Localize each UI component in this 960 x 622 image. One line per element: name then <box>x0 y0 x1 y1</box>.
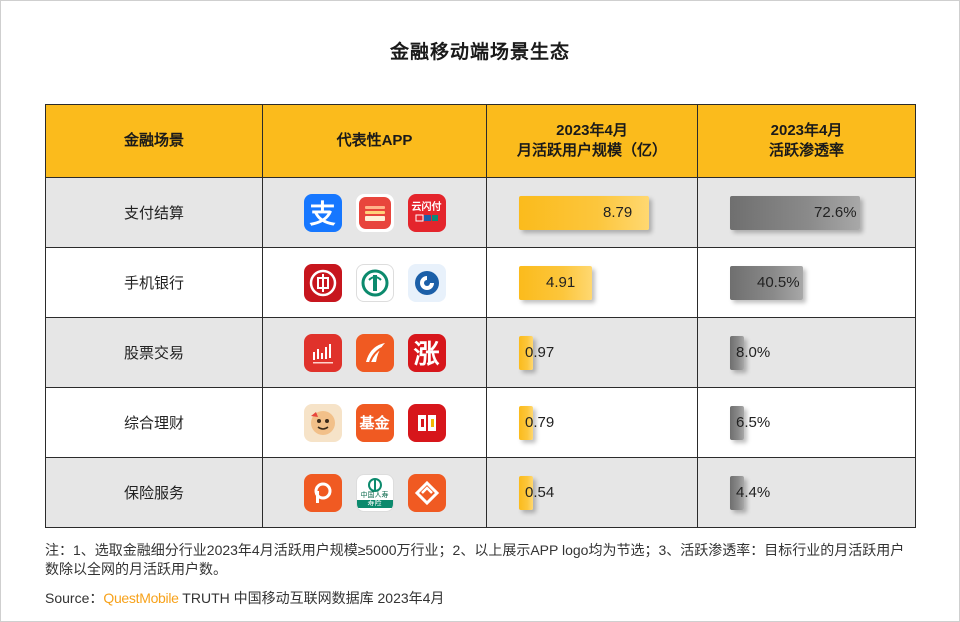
rate-bar-cell: 40.5% <box>697 247 916 318</box>
scene-table: 金融场景 代表性APP 2023年4月 月活跃用户规模（亿） 2023年4月 活… <box>45 104 916 528</box>
rate-value-label: 8.0% <box>736 344 771 361</box>
icbc-icon <box>303 263 342 302</box>
page-title: 金融移动端场景生态 <box>389 42 570 63</box>
china-life-name: 中国人寿 <box>360 491 389 499</box>
source-line: Source：QuestMobile TRUTH 中国移动互联网数据库 2023… <box>45 588 444 608</box>
table-row: 保险服务 中国人寿 寿险 0.54 <box>45 457 916 528</box>
scene-label: 股票交易 <box>45 317 263 388</box>
users-bar-cell: 0.79 <box>486 387 698 458</box>
users-bar-cell: 0.54 <box>486 457 698 528</box>
scene-label: 保险服务 <box>45 457 263 528</box>
zhang-stock-icon: 涨 <box>407 333 446 372</box>
rate-bar-cell: 6.5% <box>697 387 916 458</box>
rate-bar <box>730 476 744 510</box>
source-brand: QuestMobile <box>103 590 179 606</box>
users-bar <box>519 476 533 510</box>
users-value-label: 0.79 <box>525 414 555 431</box>
alipay-icon: 支 <box>303 193 342 232</box>
orange-diamond-icon <box>407 473 446 512</box>
china-life-icon: 中国人寿 寿险 <box>355 473 394 512</box>
users-value-label: 8.79 <box>603 204 633 221</box>
table-row: 综合理财 基金 0.79 6.5% <box>45 387 916 458</box>
rate-bar-cell: 4.4% <box>697 457 916 528</box>
app-icons: 支 云闪付 <box>262 177 487 248</box>
table-row: 股票交易 涨 0.97 8.0% <box>45 317 916 388</box>
book-icon <box>407 403 446 442</box>
rate-value-label: 6.5% <box>736 414 771 431</box>
scene-label: 支付结算 <box>45 177 263 248</box>
unionpay-glyph: 云闪付 <box>411 202 442 213</box>
abc-bank-icon <box>355 263 394 302</box>
users-bar <box>519 336 533 370</box>
users-bar <box>519 406 533 440</box>
footnote: 注：1、选取金融细分行业2023年4月活跃用户规模≥5000万行业；2、以上展示… <box>45 542 905 577</box>
header-users: 2023年4月 月活跃用户规模（亿） <box>486 104 698 178</box>
china-life-sub: 寿险 <box>356 499 393 508</box>
app-icons: 基金 <box>262 387 487 458</box>
ccb-icon <box>407 263 446 302</box>
users-value-label: 4.91 <box>546 274 576 291</box>
ping-insurance-icon <box>303 473 342 512</box>
users-bar-cell: 0.97 <box>486 317 698 388</box>
users-value-label: 0.97 <box>525 344 555 361</box>
users-bar <box>519 266 592 300</box>
huawei-wallet-icon <box>355 193 394 232</box>
rate-bar-cell: 72.6% <box>697 177 916 248</box>
header-scene: 金融场景 <box>45 104 263 178</box>
scene-label: 手机银行 <box>45 247 263 318</box>
users-value-label: 0.54 <box>525 484 555 501</box>
wealth-mascot-icon <box>303 403 342 442</box>
table-row: 支付结算 支 云闪付 <box>45 177 916 248</box>
table-row: 手机银行 4.91 40.5% <box>45 247 916 318</box>
header-users-label: 2023年4月 月活跃用户规模（亿） <box>516 122 667 159</box>
users-bar-cell: 8.79 <box>486 177 698 248</box>
source-rest: TRUTH 中国移动互联网数据库 2023年4月 <box>178 590 445 606</box>
unionpay-icon: 云闪付 <box>407 193 446 232</box>
header-rate-label: 2023年4月 活跃渗透率 <box>768 122 844 159</box>
header-rate: 2023年4月 活跃渗透率 <box>697 104 916 178</box>
app-icons <box>262 247 487 318</box>
rate-bar <box>730 266 803 300</box>
stock-wing-icon <box>355 333 394 372</box>
users-bar <box>519 196 649 230</box>
fund-glyph: 基金 <box>359 415 390 432</box>
rate-value-label: 40.5% <box>757 274 800 291</box>
header-app: 代表性APP <box>262 104 487 178</box>
alipay-glyph: 支 <box>309 199 336 229</box>
stock-chart-icon <box>303 333 342 372</box>
scene-label: 综合理财 <box>45 387 263 458</box>
app-icons: 涨 <box>262 317 487 388</box>
rate-bar-cell: 8.0% <box>697 317 916 388</box>
rate-bar <box>730 406 744 440</box>
rate-value-label: 72.6% <box>814 204 857 221</box>
table-header-row: 金融场景 代表性APP 2023年4月 月活跃用户规模（亿） 2023年4月 活… <box>45 104 916 178</box>
app-icons: 中国人寿 寿险 <box>262 457 487 528</box>
users-bar-cell: 4.91 <box>486 247 698 318</box>
fund-icon: 基金 <box>355 403 394 442</box>
zhang-glyph: 涨 <box>413 339 440 369</box>
rate-bar <box>730 196 860 230</box>
rate-value-label: 4.4% <box>736 484 771 501</box>
source-prefix: Source： <box>45 590 104 606</box>
rate-bar <box>730 336 744 370</box>
